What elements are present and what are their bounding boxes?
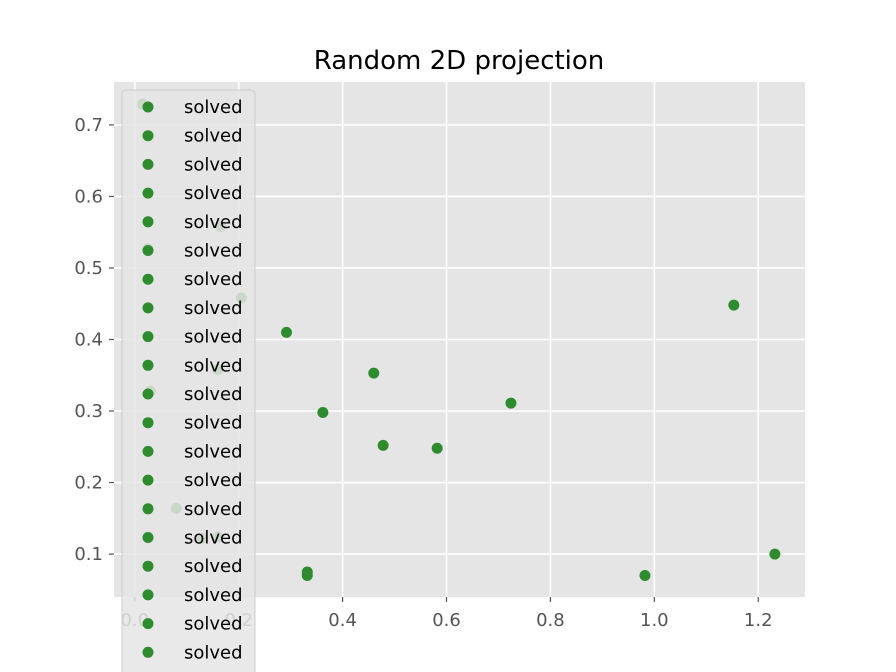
legend-label: solved xyxy=(184,556,243,577)
legend-marker xyxy=(142,646,154,658)
data-point xyxy=(431,442,443,454)
legend-marker xyxy=(142,245,154,256)
x-tick-label: 0.4 xyxy=(328,610,357,631)
legend-marker xyxy=(142,532,154,543)
x-tick-label: 0.6 xyxy=(432,610,461,631)
legend-marker xyxy=(142,101,154,113)
legend-label: solved xyxy=(184,499,243,520)
legend-marker xyxy=(142,445,154,457)
legend-label: solved xyxy=(184,528,243,549)
legend-marker xyxy=(142,474,154,486)
legend-label: solved xyxy=(184,441,243,462)
data-point xyxy=(317,406,329,418)
legend-marker xyxy=(142,388,154,400)
data-point xyxy=(728,299,740,311)
legend-marker xyxy=(142,331,154,343)
legend-marker xyxy=(142,417,154,429)
legend-label: solved xyxy=(184,183,243,204)
x-tick-label: 0.8 xyxy=(536,610,565,631)
legend-marker xyxy=(142,273,154,285)
legend-label: solved xyxy=(184,298,243,319)
legend-label: solved xyxy=(184,126,243,147)
x-tick-label: 1.0 xyxy=(640,610,669,631)
legend-label: solved xyxy=(184,355,243,376)
legend-marker xyxy=(142,216,154,228)
y-tick-label: 0.6 xyxy=(74,186,103,207)
data-point xyxy=(769,548,781,560)
legend-label: solved xyxy=(184,585,243,606)
legend-label: solved xyxy=(184,384,243,405)
legend: solved solved solved solved solved solved solv… xyxy=(121,89,256,672)
legend-marker xyxy=(142,302,154,314)
legend-label: solved xyxy=(184,97,243,118)
data-point xyxy=(505,397,517,409)
data-point xyxy=(368,367,380,379)
legend-label: solved xyxy=(184,269,243,290)
legend-marker xyxy=(142,503,154,515)
legend-label: solved xyxy=(184,413,243,434)
y-tick-label: 0.5 xyxy=(74,258,103,279)
legend-marker xyxy=(142,130,154,142)
data-point xyxy=(301,570,313,582)
chart-title: Random 2D projection xyxy=(314,46,605,76)
legend-marker xyxy=(142,560,154,572)
y-tick-label: 0.3 xyxy=(74,401,103,422)
legend-box xyxy=(121,89,256,672)
data-point xyxy=(280,326,292,338)
legend-marker xyxy=(142,589,154,601)
legend-marker xyxy=(142,187,154,199)
legend-label: solved xyxy=(184,212,243,233)
legend-marker xyxy=(142,618,154,630)
data-point xyxy=(377,439,389,451)
y-tick-label: 0.4 xyxy=(74,330,103,351)
y-axis-ticks: 0.1 0.2 0.3 0.4 0.5 0.6 0.7 xyxy=(74,115,114,565)
y-tick-label: 0.1 xyxy=(74,544,103,565)
legend-label: solved xyxy=(184,154,243,175)
legend-label: solved xyxy=(184,614,243,635)
legend-label: solved xyxy=(184,642,243,663)
x-tick-label: 1.2 xyxy=(744,610,773,631)
data-point xyxy=(639,570,651,582)
legend-label: solved xyxy=(184,327,243,348)
y-tick-label: 0.2 xyxy=(74,473,103,494)
legend-label: solved xyxy=(184,241,243,262)
legend-label: solved xyxy=(184,470,243,491)
legend-marker xyxy=(142,158,154,170)
legend-marker xyxy=(142,359,154,371)
y-tick-label: 0.7 xyxy=(74,115,103,136)
